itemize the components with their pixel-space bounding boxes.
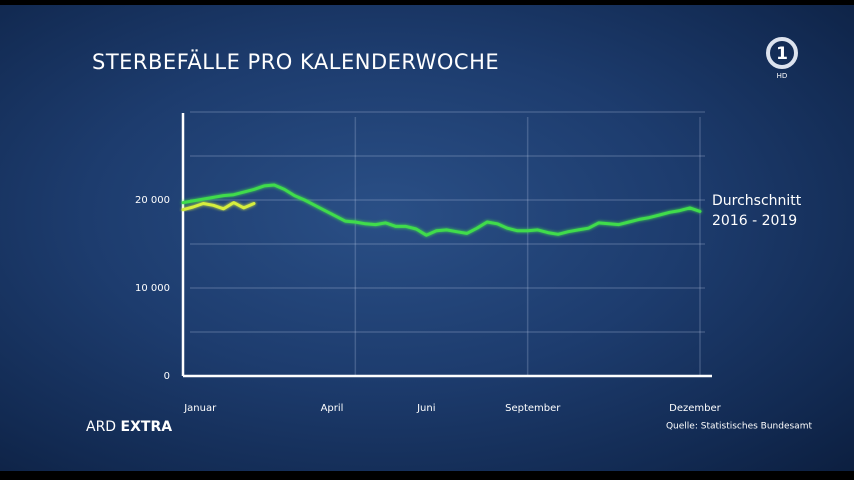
program-brand: ARD EXTRA [86, 419, 172, 435]
series-label: Durchschnitt 2016 - 2019 [712, 193, 802, 229]
x-tick-label: Dezember [669, 403, 721, 414]
series-line [181, 183, 702, 237]
logo-ring [766, 37, 798, 69]
program-name: ARD [86, 419, 116, 435]
x-tick-label: Juni [416, 403, 435, 414]
y-tick-label: 0 [164, 371, 170, 382]
source-note: Quelle: Statistisches Bundesamt [666, 422, 812, 432]
chart: STERBEFÄLLE PRO KALENDERWOCHE 1 HD 0 10 0… [86, 37, 812, 435]
logo-number: 1 [776, 44, 788, 64]
broadcast-frame: STERBEFÄLLE PRO KALENDERWOCHE 1 HD 0 10 0… [0, 5, 854, 471]
series-line [181, 201, 256, 212]
chart-title: STERBEFÄLLE PRO KALENDERWOCHE [92, 49, 499, 74]
x-tick-label: April [321, 403, 344, 414]
y-tick-label: 20 000 [135, 195, 170, 206]
x-tick-label: Januar [183, 403, 217, 414]
x-tick-label: September [505, 403, 561, 414]
program-name-bold: EXTRA [121, 419, 173, 435]
y-tick-label: 10 000 [135, 283, 170, 294]
channel-logo: 1 HD [766, 37, 798, 80]
logo-badge: HD [777, 72, 788, 80]
